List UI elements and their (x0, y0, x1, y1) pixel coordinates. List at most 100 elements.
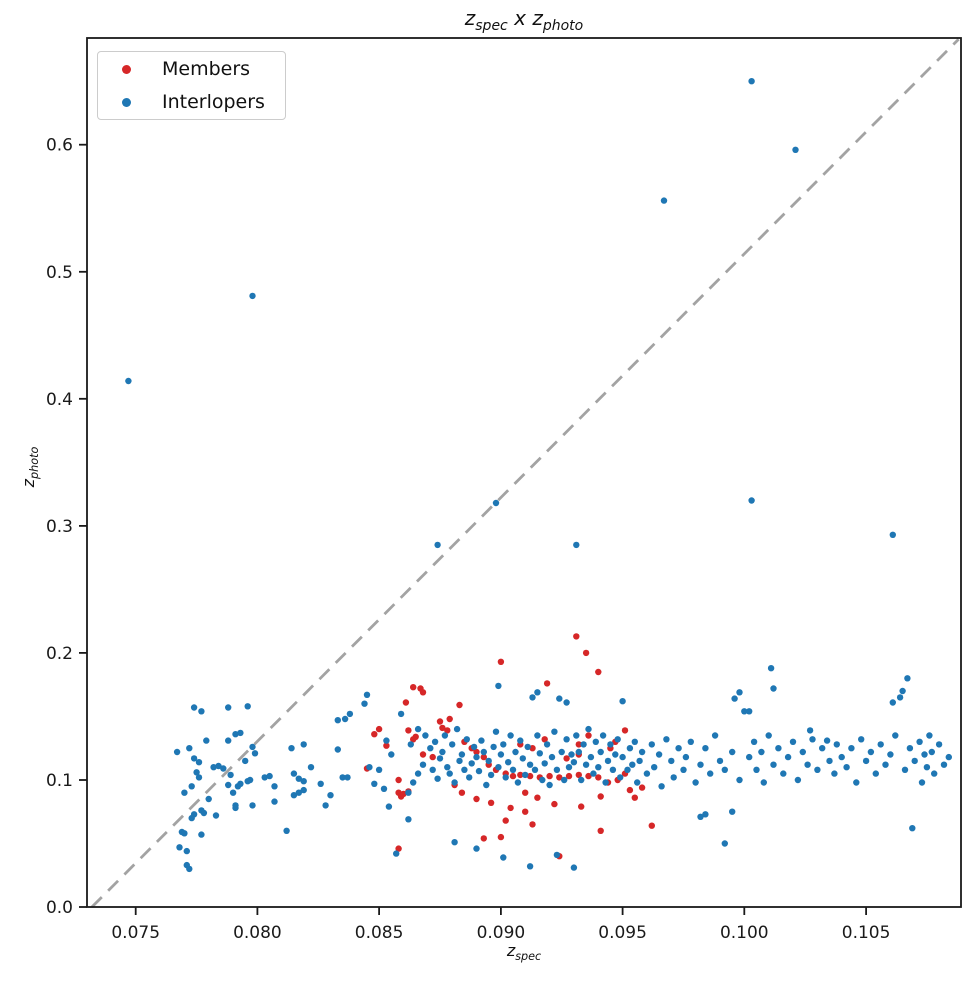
scatter-point-interlopers (529, 694, 536, 701)
scatter-point-interlopers (181, 789, 188, 796)
scatter-point-interlopers (327, 792, 334, 799)
scatter-point-interlopers (458, 751, 466, 758)
scatter-point-members (582, 649, 590, 657)
scatter-point-interlopers (877, 741, 884, 748)
scatter-point-interlopers (770, 685, 777, 692)
y-axis-label-sub: photo (28, 446, 42, 479)
scatter-point-members (575, 741, 582, 748)
scatter-point-interlopers (290, 770, 298, 777)
scatter-point-interlopers (553, 851, 561, 859)
scatter-point-interlopers (862, 757, 870, 765)
scatter-point-interlopers (918, 779, 926, 786)
scatter-point-interlopers (585, 725, 592, 733)
scatter-point-interlopers (746, 753, 753, 761)
scatter-point-interlopers (563, 736, 570, 743)
scatter-point-interlopers (195, 759, 203, 766)
scatter-point-interlopers (261, 774, 268, 781)
scatter-point-members (436, 718, 444, 725)
scatter-point-interlopers (237, 729, 244, 737)
scatter-point-members (541, 736, 548, 743)
scatter-point-interlopers (393, 850, 400, 857)
scatter-point-interlopers (422, 732, 429, 739)
scatter-point-interlopers (288, 745, 295, 752)
scatter-point-interlopers (607, 741, 614, 748)
y-tick-label: 0.3 (46, 517, 73, 537)
scatter-point-interlopers (614, 736, 621, 743)
scatter-point-interlopers (470, 743, 478, 751)
scatter-point-interlopers (658, 783, 665, 790)
scatter-point-interlopers (582, 761, 590, 768)
scatter-point-interlopers (882, 761, 889, 768)
scatter-point-interlopers (872, 770, 879, 777)
scatter-point-members (551, 800, 558, 808)
scatter-point-members (585, 732, 592, 739)
scatter-point-interlopers (237, 780, 244, 787)
scatter-point-interlopers (597, 748, 604, 756)
scatter-point-interlopers (617, 774, 624, 781)
scatter-point-interlopers (322, 802, 329, 809)
scatter-point-interlopers (590, 770, 597, 777)
scatter-point-interlopers (643, 770, 651, 777)
y-tick-label: 0.1 (46, 771, 73, 791)
scatter-point-interlopers (729, 808, 736, 815)
scatter-point-interlopers (587, 753, 595, 761)
scatter-point-interlopers (736, 776, 743, 784)
scatter-point-interlopers (361, 700, 368, 707)
scatter-point-interlopers (792, 146, 799, 153)
scatter-point-interlopers (638, 748, 646, 756)
scatter-point-interlopers (495, 682, 502, 690)
scatter-point-interlopers (485, 757, 492, 765)
x-tick-label: 0.095 (598, 923, 647, 943)
scatter-point-members (446, 715, 453, 723)
scatter-point-interlopers (767, 665, 775, 672)
scatter-point-interlopers (339, 774, 346, 781)
scatter-point-interlopers (750, 738, 758, 745)
scatter-point-members (412, 733, 419, 740)
scatter-point-interlopers (568, 751, 575, 758)
scatter-point-interlopers (434, 541, 441, 549)
scatter-point-interlopers (125, 377, 132, 385)
scatter-point-interlopers (682, 753, 690, 761)
plot-border (86, 37, 962, 908)
scatter-point-interlopers (181, 830, 188, 837)
scatter-point-interlopers (244, 703, 251, 710)
x-axis-label: zspec (507, 941, 541, 963)
scatter-point-interlopers (502, 774, 509, 781)
scatter-point-interlopers (823, 737, 831, 744)
y-tick-label: 0.6 (46, 136, 73, 156)
scatter-point-members (621, 727, 629, 734)
scatter-point-interlopers (553, 766, 561, 773)
scatter-point-interlopers (524, 743, 531, 751)
scatter-point-interlopers (290, 792, 298, 799)
scatter-point-interlopers (249, 743, 256, 751)
scatter-point-interlopers (183, 847, 190, 855)
scatter-point-interlopers (434, 775, 441, 782)
scatter-point-members (487, 799, 495, 806)
scatter-point-interlopers (858, 736, 865, 743)
scatter-point-interlopers (536, 750, 543, 757)
scatter-point-interlopers (271, 783, 278, 790)
title-z-spec: z (464, 6, 476, 30)
scatter-point-interlopers (500, 741, 507, 748)
x-axis-label-z: z (506, 941, 516, 960)
scatter-point-interlopers (449, 741, 456, 748)
scatter-point-members (439, 724, 446, 732)
scatter-point-interlopers (483, 781, 490, 789)
scatter-point-interlopers (904, 675, 911, 682)
scatter-point-interlopers (624, 766, 631, 773)
scatter-point-interlopers (629, 761, 636, 768)
scatter-point-interlopers (670, 774, 677, 781)
scatter-point-interlopers (609, 766, 617, 773)
scatter-point-interlopers (200, 809, 208, 817)
scatter-point-interlopers (746, 708, 753, 715)
scatter-point-interlopers (431, 738, 439, 745)
legend-entry-interlopers: Interlopers (98, 86, 285, 118)
scatter-point-interlopers (451, 839, 458, 846)
scatter-point-interlopers (295, 775, 302, 782)
scatter-point-interlopers (461, 766, 468, 773)
scatter-point-interlopers (707, 770, 714, 777)
scatter-point-interlopers (225, 737, 232, 744)
scatter-point-interlopers (371, 780, 378, 787)
scatter-point-interlopers (468, 760, 475, 767)
